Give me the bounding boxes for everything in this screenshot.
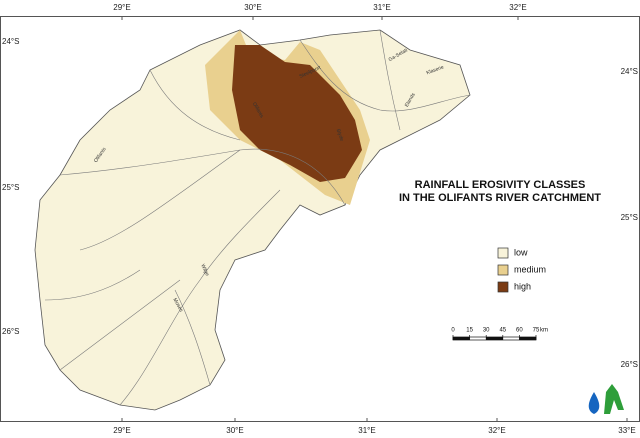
latitude-label: 25°S (2, 183, 19, 192)
longitude-label: 29°E (113, 3, 130, 12)
longitude-label: 32°E (488, 426, 505, 435)
longitude-label: 30°E (226, 426, 243, 435)
scale-segment (453, 337, 470, 340)
longitude-label: 32°E (509, 3, 526, 12)
scale-segment (486, 337, 503, 340)
river-network (44, 29, 471, 406)
latitude-label: 24°S (621, 67, 638, 76)
latitude-label: 26°S (621, 360, 638, 369)
longitude-label: 31°E (358, 426, 375, 435)
legend-swatch (497, 264, 509, 276)
scale-label: 75 (533, 328, 540, 334)
river-label: Klaserie (426, 64, 445, 76)
longitude-label: 30°E (244, 3, 261, 12)
longitude-label: 33°E (618, 426, 635, 435)
scale-segment (519, 337, 536, 340)
scale-label: 15 (466, 328, 473, 334)
longitude-label: 31°E (373, 3, 390, 12)
scale-label: 0 (451, 328, 455, 334)
legend-swatch (497, 247, 509, 259)
legend-label: high (514, 281, 531, 291)
river-label: Wilge (199, 263, 210, 277)
latitude-label: 24°S (2, 37, 19, 46)
scale-unit: km (540, 328, 548, 334)
scale-label: 60 (516, 328, 523, 334)
legend-label: medium (514, 264, 546, 274)
scale-label: 45 (499, 328, 506, 334)
latitude-label: 26°S (2, 327, 19, 336)
title-line: IN THE OLIFANTS RIVER CATCHMENT (399, 192, 601, 204)
zone-high (232, 45, 362, 182)
legend-label: low (514, 247, 528, 257)
logo (588, 384, 624, 414)
scale-label: 30 (483, 328, 490, 334)
latitude-label: 25°S (621, 213, 638, 222)
title-line: RAINFALL EROSIVITY CLASSES (415, 179, 586, 191)
legend-swatch (497, 281, 509, 293)
river-label: Blyde (335, 128, 345, 142)
longitude-label: 29°E (113, 426, 130, 435)
